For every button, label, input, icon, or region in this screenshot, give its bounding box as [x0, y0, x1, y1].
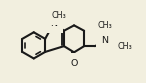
Text: N: N: [102, 36, 108, 45]
Text: O: O: [70, 59, 78, 68]
Text: CH₃: CH₃: [51, 11, 66, 20]
Text: N: N: [50, 19, 57, 28]
Text: CH₃: CH₃: [117, 42, 132, 51]
Text: CH₃: CH₃: [98, 21, 112, 30]
